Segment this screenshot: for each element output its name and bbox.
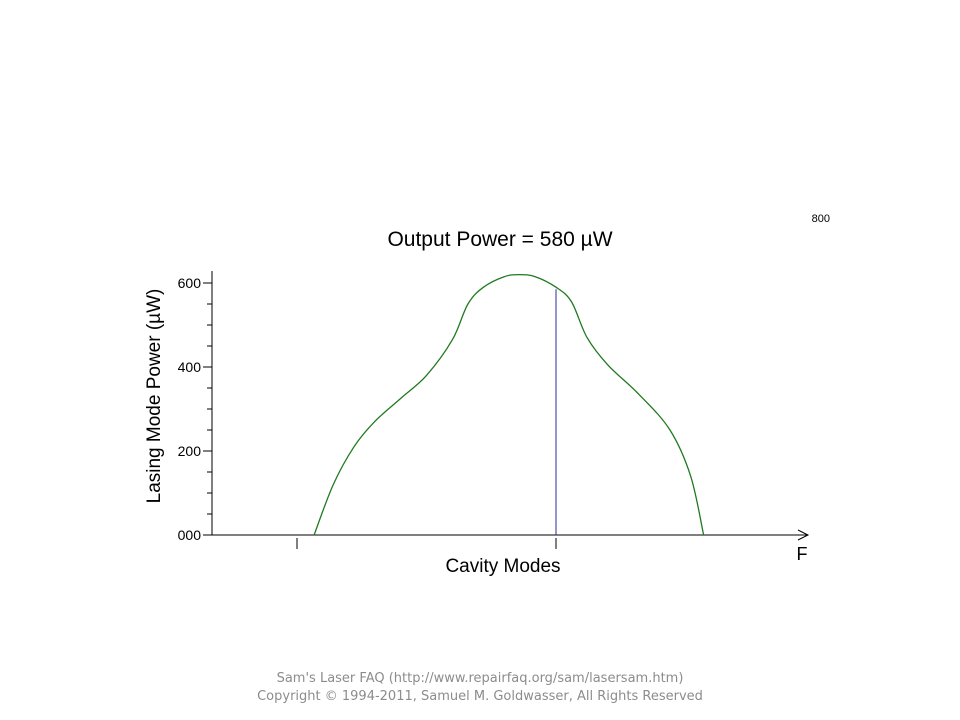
power-curve bbox=[313, 273, 705, 536]
x-axis-label: Cavity Modes bbox=[445, 556, 560, 577]
y-tick-label: 400 bbox=[178, 359, 202, 375]
y-tick-label: 200 bbox=[178, 443, 202, 459]
chart-title: Output Power = 580 µW bbox=[387, 228, 612, 251]
y-ticks: 000 200 400 600 bbox=[178, 275, 212, 543]
footer-source-line: Sam's Laser FAQ (http://www.repairfaq.or… bbox=[276, 671, 684, 686]
corner-label: 800 bbox=[812, 213, 830, 225]
y-axis-label: Lasing Mode Power (µW) bbox=[144, 289, 165, 504]
x-axis-arrowhead bbox=[797, 529, 810, 541]
footer: Sam's Laser FAQ (http://www.repairfaq.or… bbox=[0, 670, 960, 706]
x-ticks bbox=[296, 538, 557, 549]
footer-copyright-line: Copyright © 1994-2011, Samuel M. Goldwas… bbox=[257, 689, 703, 704]
y-tick-label: 600 bbox=[178, 275, 202, 291]
x-axis-end-label: F bbox=[797, 544, 808, 564]
y-tick-label: 000 bbox=[178, 527, 202, 543]
